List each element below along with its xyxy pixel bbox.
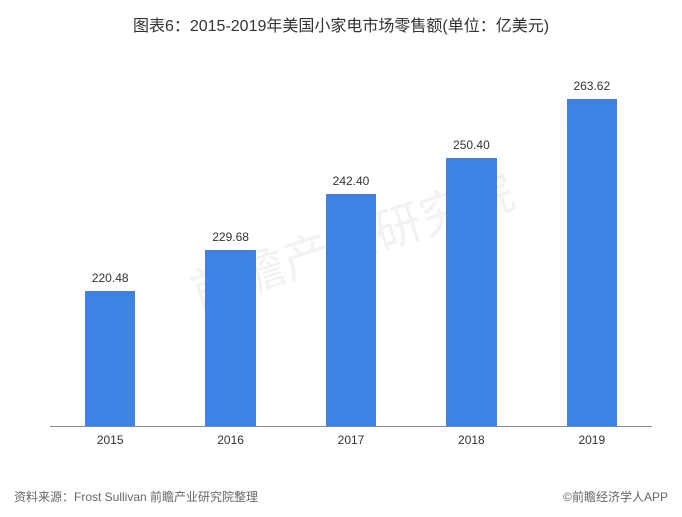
bar-value-label: 220.48 [92, 271, 129, 285]
x-axis-label: 2019 [578, 433, 605, 447]
x-axis-labels: 2015 2016 2017 2018 2019 [50, 427, 652, 447]
bar [205, 250, 256, 426]
x-axis-label: 2015 [97, 433, 124, 447]
x-axis-label: 2016 [217, 433, 244, 447]
x-axis-label: 2018 [458, 433, 485, 447]
bar-value-label: 263.62 [573, 79, 610, 93]
chart-title: 图表6：2015-2019年美国小家电市场零售额(单位：亿美元) [0, 0, 682, 36]
chart-footer: 资料来源：Frost Sullivan 前瞻产业研究院整理 ©前瞻经济学人APP [14, 488, 668, 505]
x-axis-label: 2017 [338, 433, 365, 447]
source-text: 资料来源：Frost Sullivan 前瞻产业研究院整理 [14, 488, 258, 505]
bar-value-label: 229.68 [212, 230, 249, 244]
chart-container: 图表6：2015-2019年美国小家电市场零售额(单位：亿美元) 前瞻产业研究院… [0, 0, 682, 517]
bar [326, 194, 377, 426]
bar [567, 99, 618, 426]
bar-value-label: 242.40 [333, 174, 370, 188]
bar [446, 158, 497, 426]
chart-area: 前瞻产业研究院 220.48229.68242.40250.40263.62 2… [50, 50, 652, 447]
bar-value-label: 250.40 [453, 138, 490, 152]
bar [85, 291, 136, 426]
credit-text: ©前瞻经济学人APP [563, 488, 668, 505]
plot-area: 前瞻产业研究院 220.48229.68242.40250.40263.62 [50, 50, 652, 427]
